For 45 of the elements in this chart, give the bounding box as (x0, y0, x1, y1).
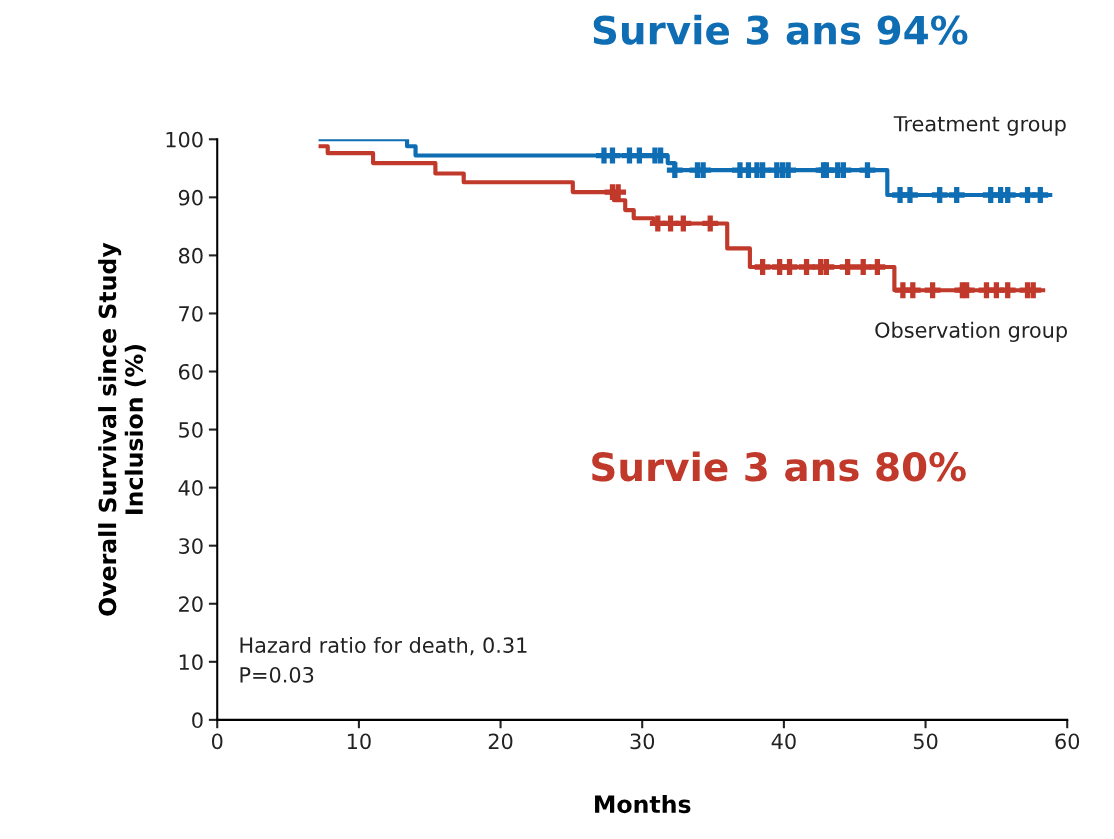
point (754, 259, 771, 275)
point (798, 259, 815, 275)
x-tick-label: 20 (488, 733, 513, 750)
annotation: Survie 3 ans 80% (592, 451, 966, 482)
point (855, 259, 872, 275)
y-tick-label: 30 (179, 538, 203, 554)
y-tick-label: 10 (179, 654, 203, 671)
x-tick-label: 40 (771, 733, 796, 750)
x-tick-label: 10 (347, 733, 371, 750)
point (604, 147, 621, 164)
point (781, 259, 798, 275)
y-axis-title: Overall Survival since Study Inclusion (%) (98, 242, 146, 616)
point (904, 282, 921, 299)
x-axis-title: Months (595, 794, 691, 814)
point (1032, 187, 1049, 203)
x-tick-label: 60 (1055, 733, 1080, 750)
y-tick-label: 40 (178, 480, 203, 496)
point (958, 282, 975, 299)
series-label: Observation group (875, 321, 1067, 342)
point (859, 162, 876, 178)
y-tick-label: 60 (178, 363, 203, 380)
y-tick-label: 100 (166, 131, 203, 148)
point (902, 187, 918, 203)
y-tick-label: 50 (179, 422, 203, 438)
series-label: Treatment group (893, 116, 1066, 136)
point (839, 259, 856, 275)
point (924, 282, 941, 299)
point (869, 259, 886, 275)
y-tick-label: 90 (178, 189, 203, 206)
y-tick-label: 20 (179, 596, 203, 612)
y-tick-label: 0 (192, 712, 203, 729)
chart-title: Survie 3 ans 94% (593, 14, 968, 45)
point (702, 215, 719, 232)
point (999, 282, 1016, 299)
point (931, 187, 948, 203)
x-tick-label: 30 (630, 733, 655, 750)
x-tick-label: 50 (913, 733, 938, 750)
point (675, 215, 692, 232)
x-tick-label: 0 (211, 733, 223, 750)
y-tick-label: 70 (179, 305, 203, 322)
point (948, 187, 965, 203)
annotation: Hazard ratio for death, 0.31 P=0.03 (240, 636, 527, 683)
point (631, 147, 648, 164)
point (666, 162, 683, 178)
y-tick-label: 80 (178, 247, 203, 264)
